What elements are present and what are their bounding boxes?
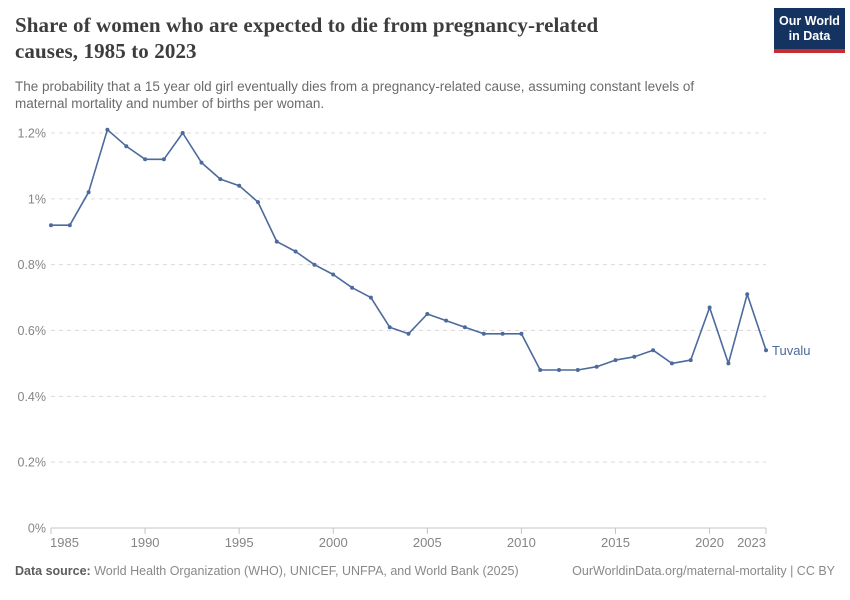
x-axis-tick-label: 2005 <box>413 535 442 550</box>
data-point[interactable] <box>594 364 599 369</box>
owid-logo-line1: Our World <box>779 14 840 28</box>
data-point[interactable] <box>444 318 449 323</box>
data-point[interactable] <box>143 157 148 162</box>
data-point[interactable] <box>538 368 543 372</box>
y-axis-tick-label: 0.8% <box>18 258 47 272</box>
y-axis-tick-label: 1.2% <box>18 127 47 141</box>
owid-logo-line2: in Data <box>788 29 831 43</box>
chart-subtitle-line2: maternal mortality and number of births … <box>15 96 325 111</box>
data-point[interactable] <box>406 331 411 336</box>
data-point[interactable] <box>462 325 467 330</box>
data-point[interactable] <box>500 331 505 336</box>
data-point[interactable] <box>105 127 110 132</box>
data-point[interactable] <box>425 312 430 316</box>
data-point[interactable] <box>632 354 637 359</box>
data-point[interactable] <box>575 368 580 372</box>
chart-title-line2: causes, 1985 to 2023 <box>15 39 197 63</box>
data-point[interactable] <box>237 183 242 188</box>
x-axis-tick-label: 1995 <box>225 535 254 550</box>
data-point[interactable] <box>180 131 185 135</box>
x-axis-tick-label: 2010 <box>507 535 536 550</box>
x-axis-tick-label: 1985 <box>50 535 79 550</box>
data-point[interactable] <box>331 272 336 277</box>
data-point[interactable] <box>218 177 223 182</box>
y-axis-tick-label: 0.2% <box>18 456 47 470</box>
data-point[interactable] <box>613 358 618 363</box>
data-point[interactable] <box>199 160 204 165</box>
x-axis-tick-label: 1990 <box>131 535 160 550</box>
x-axis-tick-label: 2023 <box>737 535 766 550</box>
y-axis-tick-label: 0% <box>28 522 46 536</box>
data-point[interactable] <box>312 262 317 267</box>
data-point[interactable] <box>161 157 166 162</box>
chart-subtitle-line1: The probability that a 15 year old girl … <box>15 79 695 94</box>
data-point[interactable] <box>669 361 674 366</box>
chart-title-line1: Share of women who are expected to die f… <box>15 13 599 37</box>
data-point[interactable] <box>49 223 53 228</box>
data-point[interactable] <box>764 348 768 353</box>
data-point[interactable] <box>726 361 731 366</box>
y-axis-tick-label: 0.4% <box>18 390 47 404</box>
chart-title: Share of women who are expected to die f… <box>15 12 675 64</box>
data-point[interactable] <box>387 325 392 330</box>
data-point[interactable] <box>519 331 524 336</box>
data-source-note: Data source: World Health Organization (… <box>15 564 519 578</box>
y-axis-tick-label: 1% <box>28 192 46 206</box>
data-point[interactable] <box>707 305 712 310</box>
license-link[interactable]: OurWorldinData.org/maternal-mortality | … <box>572 564 835 578</box>
data-point[interactable] <box>86 190 91 195</box>
data-point[interactable] <box>274 239 279 244</box>
data-source-label: Data source: <box>15 564 91 578</box>
chart-subtitle: The probability that a 15 year old girl … <box>15 78 775 112</box>
chart-footer: Data source: World Health Organization (… <box>15 564 835 578</box>
data-point[interactable] <box>350 285 355 290</box>
data-point[interactable] <box>688 358 693 363</box>
data-point[interactable] <box>481 331 486 336</box>
data-point[interactable] <box>557 368 561 372</box>
data-source-text: World Health Organization (WHO), UNICEF,… <box>94 564 519 578</box>
x-axis-tick-label: 2000 <box>319 535 348 550</box>
data-point[interactable] <box>256 200 260 205</box>
x-axis-tick-label: 2015 <box>601 535 630 550</box>
x-axis-tick-label: 2020 <box>695 535 724 550</box>
y-axis-tick-label: 0.6% <box>18 324 47 338</box>
data-point[interactable] <box>293 249 298 254</box>
data-point[interactable] <box>745 292 750 297</box>
data-point[interactable] <box>124 144 129 149</box>
owid-logo[interactable]: Our World in Data <box>774 8 845 53</box>
data-point[interactable] <box>67 223 72 228</box>
data-point[interactable] <box>368 295 373 300</box>
series-label[interactable]: Tuvalu <box>772 343 811 358</box>
line-chart: 0% 0.2% 0.4% 0.6% 0.8% 1% 1.2% 1985 1990 1995 2000… <box>18 127 811 551</box>
data-point[interactable] <box>651 348 656 353</box>
